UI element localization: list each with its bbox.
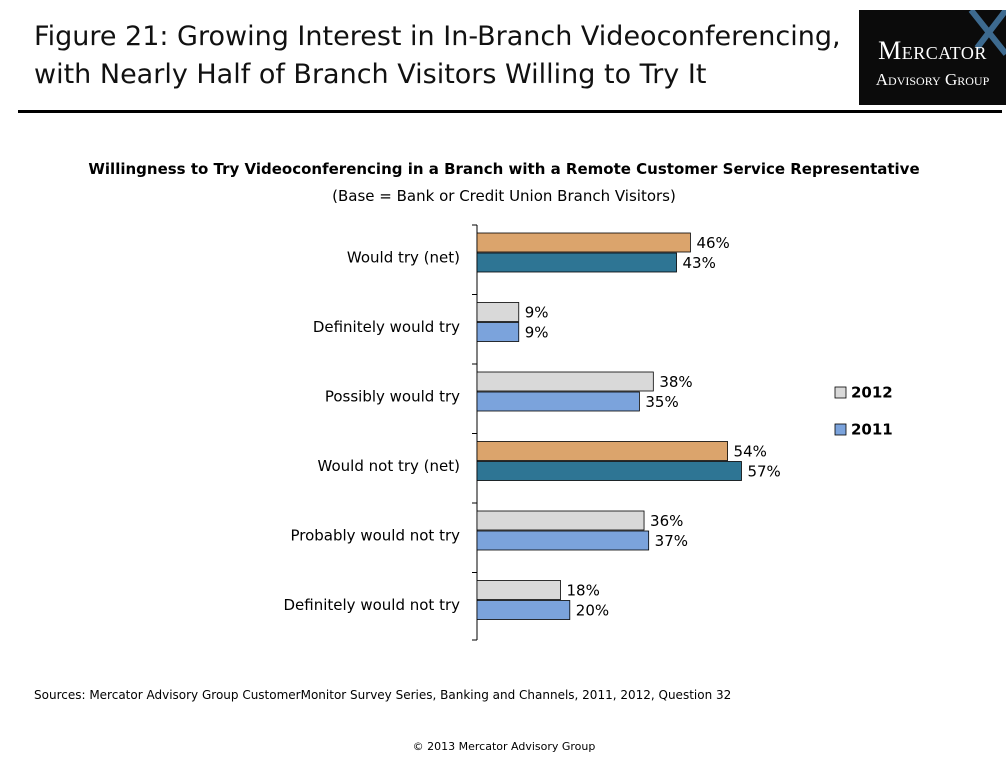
category-label-definitely-would-try: Definitely would try — [313, 318, 460, 336]
category-label-would-not-try-net: Would not try (net) — [318, 457, 460, 475]
logo-x-mark — [968, 10, 1006, 56]
bar-2012-definitely-would-try — [476, 302, 520, 322]
category-label-definitely-would-not-try: Definitely would not try — [284, 596, 461, 614]
data-label-2011-definitely-would-not-try: 20% — [576, 602, 609, 620]
category-label-would-try-net: Would try (net) — [347, 248, 460, 266]
bar-2012-would-not-try-net — [476, 441, 728, 461]
bar-2011-would-not-try-net — [476, 461, 742, 481]
bar-2011-definitely-would-try — [476, 322, 520, 342]
bar-2011-probably-would-not-try — [476, 530, 650, 551]
legend-label-2011: 2011 — [851, 421, 893, 439]
bar-2012-would-try-net — [476, 232, 691, 253]
data-label-2011-would-try-net: 43% — [683, 254, 716, 272]
bar-2011-possibly-would-try — [476, 391, 640, 412]
data-label-2011-would-not-try-net: 57% — [747, 463, 780, 481]
data-label-2012-probably-would-not-try: 36% — [650, 512, 683, 530]
sources-note: Sources: Mercator Advisory Group Custome… — [34, 688, 732, 702]
bar-2012-definitely-would-not-try — [476, 580, 561, 600]
category-label-possibly-would-try: Possibly would try — [325, 387, 460, 405]
mercator-logo: Mercator Advisory Group — [859, 10, 1006, 105]
copyright-note: © 2013 Mercator Advisory Group — [412, 740, 596, 753]
bar-2011-would-try-net — [476, 252, 677, 273]
bar-2012-probably-would-not-try — [476, 510, 645, 531]
data-label-2012-possibly-would-try: 38% — [659, 373, 692, 391]
bar-2012-possibly-would-try — [476, 371, 654, 392]
data-label-2012-would-try-net: 46% — [696, 234, 729, 252]
figure-title: Figure 21: Growing Interest in In-Branch… — [34, 21, 841, 90]
logo-wordmark: Mercator — [878, 36, 987, 65]
chart-title: Willingness to Try Videoconferencing in … — [88, 160, 920, 178]
category-label-probably-would-not-try: Probably would not try — [290, 526, 460, 544]
logo-subtext: Advisory Group — [875, 70, 990, 89]
data-label-2012-definitely-would-not-try: 18% — [567, 582, 600, 600]
data-label-2011-probably-would-not-try: 37% — [655, 532, 688, 550]
legend-swatch-2012 — [834, 386, 847, 399]
chart-subtitle: (Base = Bank or Credit Union Branch Visi… — [332, 187, 676, 205]
legend-label-2012: 2012 — [851, 384, 893, 402]
data-label-2012-would-not-try-net: 54% — [734, 443, 767, 461]
data-label-2011-definitely-would-try: 9% — [525, 324, 549, 342]
legend-swatch-2011 — [834, 423, 847, 436]
title-divider — [18, 110, 1002, 113]
bar-2011-definitely-would-not-try — [476, 600, 571, 620]
data-label-2011-possibly-would-try: 35% — [645, 393, 678, 411]
data-label-2012-definitely-would-try: 9% — [525, 304, 549, 322]
